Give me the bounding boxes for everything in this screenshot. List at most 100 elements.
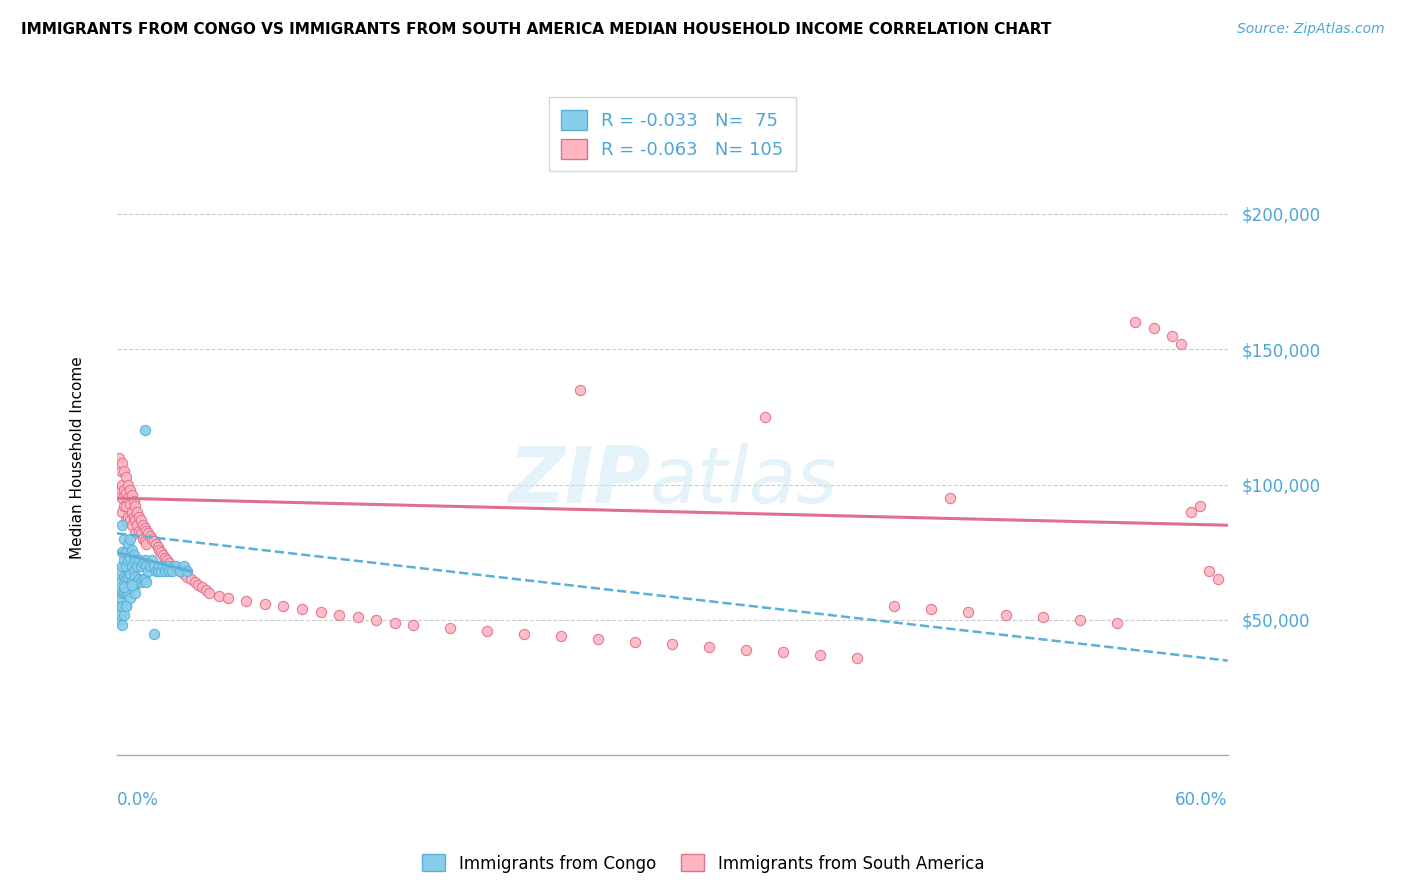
Point [291,602,314,616]
Point [162,558,184,573]
Point [129,526,152,541]
Point [145,537,167,551]
Point [364,613,387,627]
Point [173,566,195,581]
Point [1143,320,1166,334]
Point [198,586,221,600]
Point [309,605,332,619]
Point [127,575,149,590]
Point [1123,315,1146,329]
Point [111,518,134,533]
Point [1161,328,1184,343]
Point [134,573,156,587]
Point [846,651,869,665]
Point [115,469,138,483]
Point [187,578,209,592]
Point [124,513,146,527]
Point [118,591,141,606]
Point [112,500,135,514]
Point [117,477,139,491]
Point [122,564,145,578]
Point [110,607,132,622]
Point [132,532,155,546]
Point [157,556,180,570]
Point [111,505,134,519]
Point [132,556,155,570]
Point [697,640,720,654]
Point [115,599,138,614]
Point [883,599,905,614]
Point [118,513,141,527]
Point [173,558,195,573]
Point [180,573,202,587]
Point [920,602,942,616]
Point [107,586,129,600]
Point [117,510,139,524]
Point [1188,500,1211,514]
Point [117,586,139,600]
Text: IMMIGRANTS FROM CONGO VS IMMIGRANTS FROM SOUTH AMERICA MEDIAN HOUSEHOLD INCOME C: IMMIGRANTS FROM CONGO VS IMMIGRANTS FROM… [21,22,1052,37]
Point [111,599,134,614]
Point [115,500,138,514]
Point [165,558,187,573]
Text: atlas: atlas [650,443,838,519]
Point [176,569,198,583]
Point [134,521,156,535]
Point [127,505,149,519]
Point [112,569,135,583]
Point [550,629,572,643]
Point [162,564,184,578]
Point [152,548,174,562]
Text: 60.0%: 60.0% [1175,791,1227,809]
Point [110,483,132,497]
Point [115,545,138,559]
Point [328,607,350,622]
Point [124,553,146,567]
Point [112,464,135,478]
Point [165,561,187,575]
Point [135,575,157,590]
Point [129,558,152,573]
Point [111,573,134,587]
Point [135,558,157,573]
Point [115,599,138,614]
Point [107,613,129,627]
Point [138,564,160,578]
Point [1170,336,1192,351]
Point [117,569,139,583]
Point [183,575,205,590]
Text: ZIP: ZIP [508,443,650,519]
Point [112,532,135,546]
Point [994,607,1017,622]
Point [115,485,138,500]
Point [129,575,152,590]
Point [121,542,143,557]
Point [146,564,169,578]
Point [1180,505,1202,519]
Legend: Immigrants from Congo, Immigrants from South America: Immigrants from Congo, Immigrants from S… [415,847,991,880]
Point [132,573,155,587]
Text: 0.0%: 0.0% [117,791,159,809]
Point [121,575,143,590]
Point [157,564,180,578]
Point [153,550,176,565]
Point [194,583,217,598]
Point [208,589,231,603]
Point [384,615,406,630]
Text: Source: ZipAtlas.com: Source: ZipAtlas.com [1237,22,1385,37]
Point [121,558,143,573]
Point [1105,615,1128,630]
Point [115,573,138,587]
Point [129,513,152,527]
Point [118,483,141,497]
Point [110,591,132,606]
Point [139,558,162,573]
Point [772,645,794,659]
Point [115,586,138,600]
Point [117,537,139,551]
Point [115,558,138,573]
Point [107,450,129,465]
Point [191,581,214,595]
Legend: R = -0.033   N=  75, R = -0.063   N= 105: R = -0.033 N= 75, R = -0.063 N= 105 [548,97,796,171]
Point [111,586,134,600]
